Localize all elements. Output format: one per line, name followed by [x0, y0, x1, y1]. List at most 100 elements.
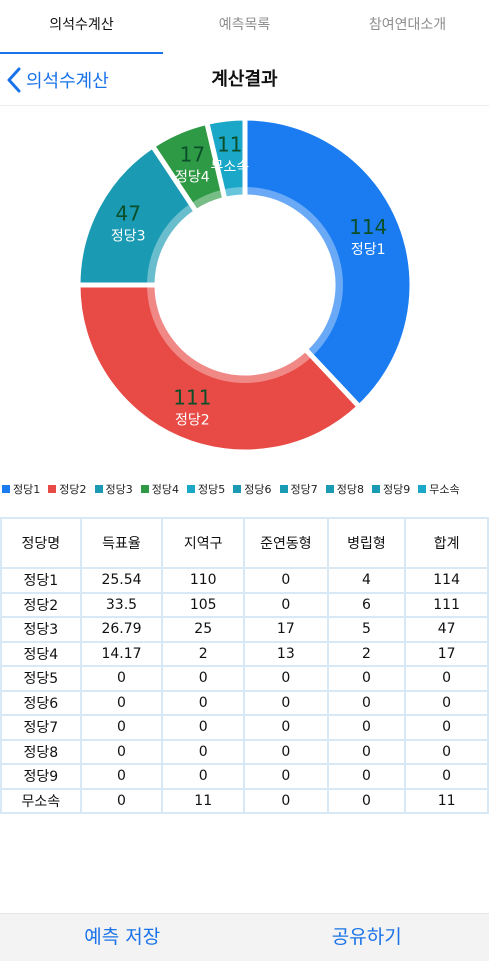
table-cell: 17 [243, 616, 329, 643]
tab-prediction-list[interactable]: 예측목록 [218, 17, 271, 33]
table-cell: 0 [161, 738, 246, 765]
table-cell: 정당2 [0, 591, 82, 618]
chart-legend: 정당1 정당2 정당3 정당4 정당5 정당6 정당7 정당8 정당9 무소속 [2, 481, 487, 497]
legend-label: 정당1 [13, 483, 41, 496]
slice-name-label: 정당3 [111, 228, 146, 244]
table-cell: 11 [404, 787, 489, 814]
table-cell: 0 [326, 738, 407, 765]
table-row: 정당5 0 0 0 0 0 [0, 665, 489, 692]
back-button[interactable]: 의석수계산 [6, 64, 109, 96]
table-cell: 6 [326, 591, 407, 618]
save-prediction-button[interactable]: 예측 저장 [84, 926, 161, 948]
slice-value-label: 111 [173, 386, 211, 410]
table-row: 무소속 0 11 0 0 11 [0, 787, 489, 814]
legend-item: 정당1 [2, 481, 40, 497]
table-cell: 정당1 [0, 567, 82, 594]
table-cell: 5 [326, 616, 407, 643]
table-cell: 33.5 [79, 591, 164, 618]
back-button-label: 의석수계산 [26, 71, 109, 92]
table-cell: 0 [161, 689, 246, 716]
table-cell: 0 [404, 689, 489, 716]
table-row: 정당4 14.17 2 13 2 17 [0, 640, 489, 667]
col-header-district: 지역구 [161, 517, 246, 569]
table-cell: 0 [79, 714, 164, 741]
table-cell: 17 [404, 640, 489, 667]
donut-slice-inner-band [245, 187, 343, 357]
table-cell: 25 [161, 616, 246, 643]
seat-donut-chart: 114 정당1 111 정당2 47 정당3 17 정당4 11 무소속 [0, 110, 489, 460]
table-cell: 0 [404, 665, 489, 692]
tab-seat-calc[interactable]: 의석수계산 [0, 0, 163, 55]
table-cell: 111 [404, 591, 489, 618]
table-cell: 0 [243, 665, 329, 692]
legend-swatch [140, 485, 149, 493]
table-cell: 0 [79, 738, 164, 765]
table-cell: 4 [326, 567, 407, 594]
legend-item: 무소속 [418, 481, 460, 497]
legend-swatch [48, 485, 57, 493]
legend-label: 정당3 [105, 483, 133, 496]
table-cell: 2 [161, 640, 246, 667]
table-cell: 105 [161, 591, 246, 618]
table-cell: 0 [326, 689, 407, 716]
table-cell: 0 [326, 714, 407, 741]
slice-name-label: 무소속 [210, 159, 249, 175]
slice-name-label: 정당1 [351, 242, 386, 258]
table-cell: 0 [243, 689, 329, 716]
donut-slice[interactable] [242, 115, 415, 411]
legend-swatch [233, 485, 242, 493]
table-cell: 0 [404, 763, 489, 790]
legend-swatch [187, 485, 195, 493]
table-cell: 47 [404, 616, 489, 643]
col-header-semi-linked: 준연동형 [243, 517, 329, 569]
table-cell: 110 [161, 567, 246, 594]
donut-slice[interactable] [75, 282, 363, 455]
table-cell: 정당9 [0, 763, 82, 790]
table-cell: 14.17 [79, 640, 164, 667]
legend-swatch [2, 485, 10, 493]
legend-label: 정당6 [244, 483, 272, 496]
legend-label: 정당4 [151, 483, 179, 496]
slice-value-label: 114 [349, 215, 387, 239]
col-header-party: 정당명 [0, 517, 82, 569]
legend-label: 정당5 [198, 483, 226, 496]
share-button[interactable]: 공유하기 [331, 926, 402, 948]
table-cell: 정당4 [0, 640, 82, 667]
col-header-vote-rate: 득표율 [79, 517, 164, 569]
table-header-row: 정당명 득표율 지역구 준연동형 병립형 합계 [0, 517, 489, 569]
legend-item: 정당3 [94, 481, 133, 497]
table-row: 정당8 0 0 0 0 0 [0, 738, 489, 765]
table-row: 정당7 0 0 0 0 0 [0, 714, 489, 741]
slice-name-label: 정당4 [175, 169, 210, 185]
donut-slice[interactable] [203, 115, 248, 203]
table-cell: 0 [79, 787, 164, 814]
top-tab-bar: 의석수계산 예측목록 참여연대소개 [0, 0, 489, 55]
table-cell: 0 [243, 738, 329, 765]
slice-value-label: 47 [116, 201, 141, 225]
table-cell: 0 [404, 714, 489, 741]
legend-label: 정당8 [336, 483, 364, 496]
legend-label: 정당2 [59, 483, 87, 496]
table-cell: 정당5 [0, 665, 82, 692]
table-cell: 0 [161, 714, 246, 741]
table-cell: 정당3 [0, 616, 82, 643]
table-body: 정당1 25.54 110 0 4 114 정당2 33.5 105 0 6 111 정당3 26.79 2… [0, 567, 489, 814]
table-cell: 0 [161, 763, 246, 790]
tab-about[interactable]: 참여연대소개 [368, 17, 447, 33]
donut-slice-inner-band [147, 203, 197, 285]
legend-swatch [94, 485, 103, 493]
legend-item: 정당9 [372, 481, 410, 497]
table-cell: 0 [326, 763, 407, 790]
table-cell: 무소속 [0, 787, 82, 814]
legend-item: 정당7 [279, 481, 318, 497]
table-cell: 0 [326, 787, 407, 814]
col-header-total: 합계 [404, 517, 489, 569]
donut-slice-inner-band [222, 187, 245, 200]
legend-swatch [279, 485, 288, 493]
legend-label: 무소속 [429, 483, 460, 496]
legend-item: 정당8 [325, 481, 364, 497]
legend-swatch [418, 485, 427, 493]
navigation-bar: 의석수계산 계산결과 [0, 54, 489, 106]
table-cell: 0 [404, 738, 489, 765]
slice-name-label: 정당2 [175, 413, 210, 429]
